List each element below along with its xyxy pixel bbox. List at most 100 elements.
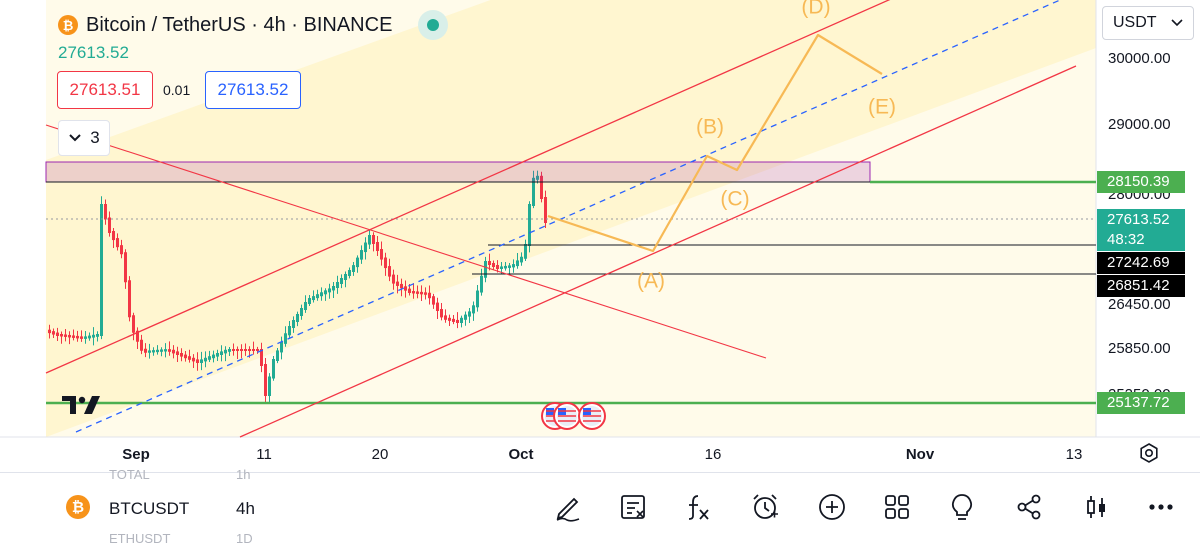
candle-body	[332, 286, 335, 291]
candle-body	[228, 349, 231, 352]
candle-body	[96, 334, 99, 337]
candle-body	[132, 315, 135, 333]
candle-body	[364, 242, 367, 253]
candle-body	[424, 292, 427, 295]
candle-body	[504, 265, 507, 269]
candle-body	[260, 349, 263, 366]
candle-body	[436, 302, 439, 311]
candle-body	[308, 298, 311, 304]
candle-body	[244, 349, 247, 351]
last-price: 27613.52	[58, 43, 129, 62]
candle-body	[312, 296, 315, 301]
symbol-selector[interactable]: BTCUSDT	[109, 499, 190, 518]
price-axis-label: 29000.00	[1108, 116, 1171, 133]
sell-button[interactable]: 27613.51	[57, 71, 153, 109]
candle-body	[428, 292, 431, 299]
candle-body	[172, 349, 175, 354]
indicators-count: 3	[90, 128, 100, 147]
pencil-icon[interactable]	[548, 487, 588, 527]
time-axis-label: 11	[256, 446, 272, 463]
chart-canvas[interactable]: (A) (B) (C) (D) (E)	[0, 0, 1200, 472]
market-status-icon[interactable]	[418, 10, 449, 40]
candle-body	[248, 349, 251, 351]
price-badge-support: 25137.72	[1097, 392, 1185, 414]
candle-body	[112, 231, 115, 241]
indicators-toggle-button[interactable]: 3	[58, 120, 110, 156]
candle-body	[516, 260, 519, 267]
candle-body	[380, 249, 383, 260]
candle-body	[224, 349, 227, 354]
time-axis-label: Oct	[508, 446, 534, 463]
candle-body	[396, 281, 399, 286]
watchlist-ghost-symbol: ETHUSDT	[109, 531, 171, 546]
candle-body	[72, 335, 75, 338]
bar-countdown: 48:32	[1107, 231, 1145, 248]
alert-clock-icon[interactable]	[745, 487, 785, 527]
candle-body	[236, 349, 239, 351]
ideas-note-icon[interactable]	[613, 487, 653, 527]
interval-selector[interactable]: 4h	[236, 499, 255, 518]
share-icon[interactable]	[1009, 487, 1049, 527]
candle-body	[344, 274, 347, 280]
time-axis-label: Nov	[905, 446, 935, 463]
candle-body	[240, 349, 243, 351]
candle-body	[352, 265, 355, 272]
wave-projection-path	[547, 33, 883, 253]
candle-body	[296, 314, 299, 322]
candle-body	[220, 351, 223, 355]
candle-body	[328, 288, 331, 293]
candle-body	[472, 305, 475, 314]
candle-body	[48, 329, 51, 334]
candle-body	[164, 349, 167, 352]
candle-body	[176, 351, 179, 355]
candle-body	[356, 257, 359, 268]
price-badge-level: 26851.42	[1097, 275, 1185, 297]
candle-body	[316, 294, 319, 299]
grid-icon[interactable]	[877, 487, 917, 527]
watchlist-ghost-interval: 1D	[236, 531, 253, 546]
candle-body	[104, 204, 107, 220]
candle-body	[452, 318, 455, 322]
candles-icon[interactable]	[1076, 487, 1116, 527]
channel-midline	[75, 0, 1061, 433]
price-axis-label: 25850.00	[1108, 340, 1171, 357]
buy-button[interactable]: 27613.52	[205, 71, 301, 109]
candle-body	[388, 266, 391, 277]
price-badge-level: 27242.69	[1097, 252, 1185, 274]
candle-body	[168, 349, 171, 352]
us-event-flag-icon	[553, 402, 581, 430]
candle-body	[476, 290, 479, 308]
candle-body	[524, 244, 527, 259]
bottom-toolbar: TOTAL 1h ₿ BTCUSDT 4h ETHUSDT 1D	[0, 467, 1200, 546]
chart-settings-icon[interactable]	[1136, 440, 1162, 466]
candle-body	[284, 333, 287, 344]
price-axis-label: 26450.00	[1108, 296, 1171, 313]
candle-body	[324, 290, 327, 295]
time-axis-label: 16	[704, 446, 722, 463]
candle-body	[420, 291, 423, 295]
candle-body	[368, 235, 371, 245]
add-icon[interactable]	[812, 487, 852, 527]
more-icon[interactable]	[1141, 487, 1181, 527]
candle-body	[252, 349, 255, 351]
candle-body	[160, 349, 163, 352]
fx-icon[interactable]	[678, 487, 718, 527]
candle-body	[276, 350, 279, 361]
candle-body	[204, 357, 207, 362]
candle-body	[536, 175, 539, 180]
candle-body	[540, 175, 543, 199]
candle-body	[528, 204, 531, 246]
candle-body	[492, 263, 495, 267]
price-badge-resistance: 28150.39	[1097, 171, 1185, 193]
candle-body	[376, 242, 379, 251]
lightbulb-icon[interactable]	[942, 487, 982, 527]
candle-body	[184, 354, 187, 359]
candle-body	[508, 265, 511, 268]
candle-body	[372, 235, 375, 244]
candle-body	[120, 245, 123, 255]
currency-select[interactable]: USDT	[1102, 6, 1194, 40]
us-event-flag-icon	[578, 402, 606, 430]
candle-body	[92, 334, 95, 338]
candle-body	[84, 336, 87, 339]
candle-body	[264, 364, 267, 396]
